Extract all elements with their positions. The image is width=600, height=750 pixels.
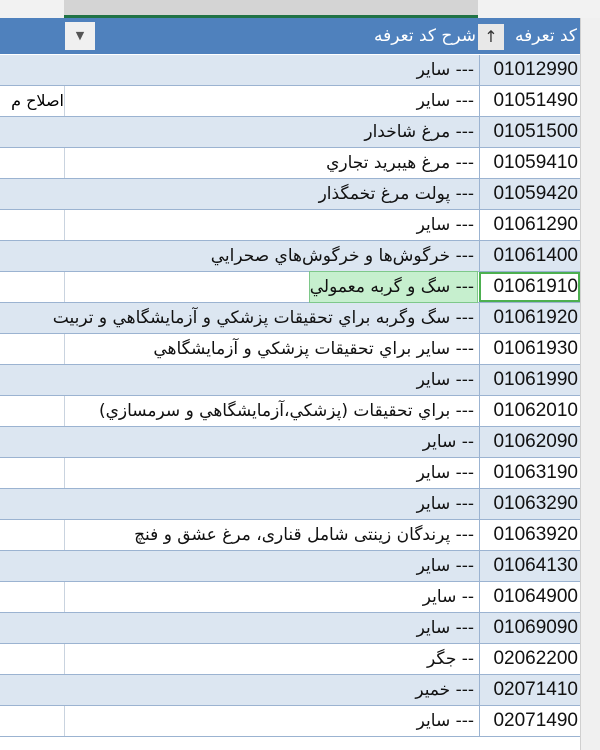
header-description[interactable]: شرح کد تعرفه [374,26,476,46]
description-cell[interactable]: --- ساير [416,215,474,235]
table-row[interactable]: --- مرغ هيبريد تجاري 01059410 [0,148,580,179]
table-row[interactable]: --- ساير 01063190 [0,458,580,489]
description-cell[interactable]: -- جگر [427,649,474,669]
description-cell[interactable]: --- ساير [416,494,474,514]
table-row[interactable]: --- سگ وگربه براي تحقيقات پزشكي و آزمايش… [0,303,580,334]
description-cell[interactable]: --- ساير [416,370,474,390]
tariff-code-cell[interactable]: 01063290 [479,489,580,519]
table-row[interactable]: --- ساير 01012990 [0,55,580,86]
description-cell[interactable]: --- ساير [416,91,474,111]
extra-cell[interactable] [0,210,65,240]
extra-cell[interactable] [0,551,65,581]
extra-cell[interactable] [0,117,65,147]
tariff-code-cell[interactable]: 01063920 [479,520,580,550]
description-cell[interactable]: --- پولت مرغ تخمگذار [318,184,474,204]
table-row[interactable]: --- ساير براي تحقيقات پزشكي و آزمايشگاهي… [0,334,580,365]
table-row[interactable]: --- مرغ شاخدار 01051500 [0,117,580,148]
extra-cell[interactable] [0,644,65,674]
arrow-up-icon[interactable]: ↑ [478,24,504,50]
tariff-code-cell[interactable]: 01061910 [479,272,580,302]
table-row[interactable]: -- جگر 02062200 [0,644,580,675]
table-row[interactable]: --- ساير 01063290 [0,489,580,520]
extra-cell[interactable] [0,148,65,178]
extra-cell[interactable] [0,582,65,612]
description-cell[interactable]: --- سگ و گربه معمولي [308,271,479,303]
description-cell[interactable]: --- مرغ هيبريد تجاري [326,153,474,173]
table-row[interactable]: -- ساير 01062090 [0,427,580,458]
table-row[interactable]: --- ساير 01064130 [0,551,580,582]
table-header-row: ▼ شرح کد تعرفه ↑ کد تعرفه [0,18,580,54]
tariff-code-cell[interactable]: 01064130 [479,551,580,581]
description-cell[interactable]: --- براي تحقيقات (پزشكي،آزمايشگاهي و سرم… [98,401,474,421]
tariff-code-cell[interactable]: 01061400 [479,241,580,271]
table-row[interactable]: --- سگ و گربه معمولي 01061910 [0,271,580,303]
description-cell[interactable]: --- ساير [416,556,474,576]
extra-cell[interactable] [0,396,65,426]
extra-cell[interactable] [0,427,65,457]
table-row[interactable]: -- ساير 01064900 [0,582,580,613]
description-cell[interactable]: --- سگ وگربه براي تحقيقات پزشكي و آزمايش… [52,308,474,328]
description-cell[interactable]: --- خمير [415,680,474,700]
extra-cell[interactable] [0,520,65,550]
tariff-code-cell[interactable]: 01059420 [479,179,580,209]
tariff-code-cell[interactable]: 01051500 [479,117,580,147]
extra-cell[interactable] [0,272,65,302]
table-row[interactable]: --- خرگوش‌ها و خرگوش‌هاي صحرايي 01061400 [0,241,580,272]
extra-cell[interactable] [0,334,65,364]
description-cell[interactable]: --- ساير براي تحقيقات پزشكي و آزمايشگاهي [153,339,474,359]
description-cell[interactable]: -- ساير [422,432,474,452]
table-row[interactable]: --- خمير 02071410 [0,675,580,706]
extra-cell[interactable] [0,458,65,488]
description-cell[interactable]: --- ساير [416,618,474,638]
extra-cell[interactable]: اصلاح م [0,86,65,116]
tariff-code-cell[interactable]: 01062010 [479,396,580,426]
table-row[interactable]: --- پولت مرغ تخمگذار 01059420 [0,179,580,210]
extra-cell[interactable] [0,179,65,209]
tariff-code-cell[interactable]: 01064900 [479,582,580,612]
dropdown-arrow-icon[interactable]: ▼ [65,22,95,50]
header-tariff-code[interactable]: کد تعرفه [515,26,577,46]
table-row[interactable]: --- ساير 01061290 [0,210,580,241]
tariff-code-cell[interactable]: 01061290 [479,210,580,240]
description-cell[interactable]: --- پرندگان زينتی شامل قناری، مرغ عشق و … [134,525,474,545]
table-body: --- ساير 01012990 اصلاح م --- ساير 01051490-… [0,55,580,737]
extra-cell[interactable] [0,675,65,705]
table-row[interactable]: --- پرندگان زينتی شامل قناری، مرغ عشق و … [0,520,580,551]
table-row[interactable]: --- ساير 02071490 [0,706,580,737]
table-row[interactable]: اصلاح م --- ساير 01051490 [0,86,580,117]
tariff-code-cell[interactable]: 01012990 [479,55,580,85]
extra-cell[interactable] [0,613,65,643]
extra-cell[interactable] [0,489,65,519]
description-cell[interactable]: --- ساير [416,463,474,483]
selected-column-header[interactable] [64,0,478,18]
description-cell[interactable]: --- خرگوش‌ها و خرگوش‌هاي صحرايي [210,246,474,266]
description-cell[interactable]: --- ساير [416,60,474,80]
tariff-code-cell[interactable]: 02062200 [479,644,580,674]
tariff-code-cell[interactable]: 01063190 [479,458,580,488]
tariff-code-cell[interactable]: 01069090 [479,613,580,643]
tariff-code-cell[interactable]: 01051490 [479,86,580,116]
table-row[interactable]: --- ساير 01069090 [0,613,580,644]
tariff-code-cell[interactable]: 01062090 [479,427,580,457]
extra-cell[interactable] [0,365,65,395]
extra-cell[interactable] [0,706,65,736]
description-cell[interactable]: -- ساير [422,587,474,607]
extra-cell[interactable] [0,55,65,85]
tariff-code-cell[interactable]: 02071490 [479,706,580,736]
table-row[interactable]: --- ساير 01061990 [0,365,580,396]
tariff-code-cell[interactable]: 01061920 [479,303,580,333]
description-cell[interactable]: --- ساير [416,711,474,731]
tariff-code-cell[interactable]: 02071410 [479,675,580,705]
description-cell[interactable]: --- مرغ شاخدار [364,122,474,142]
extra-cell[interactable] [0,241,65,271]
column-header-bar [0,0,600,19]
scroll-strip[interactable] [580,18,600,750]
tariff-code-cell[interactable]: 01061930 [479,334,580,364]
table-row[interactable]: --- براي تحقيقات (پزشكي،آزمايشگاهي و سرم… [0,396,580,427]
tariff-code-cell[interactable]: 01059410 [479,148,580,178]
tariff-code-cell[interactable]: 01061990 [479,365,580,395]
